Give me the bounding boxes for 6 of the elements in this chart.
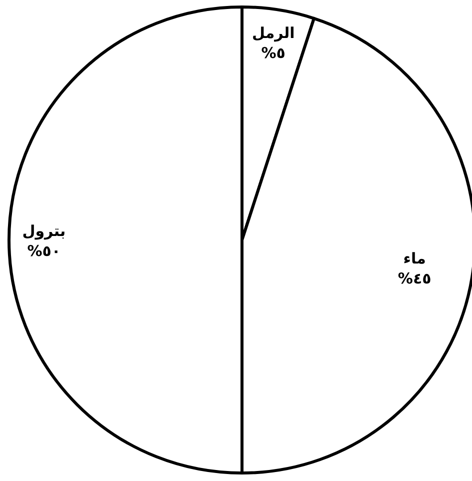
- slice-label: ماء: [403, 249, 426, 268]
- data-label: %٤٥: [398, 269, 432, 288]
- data-label: %٥٠: [27, 242, 61, 260]
- slice-label: بترول: [22, 222, 66, 240]
- data-label: %٥: [261, 44, 286, 62]
- slice-label: الرمل: [252, 24, 295, 42]
